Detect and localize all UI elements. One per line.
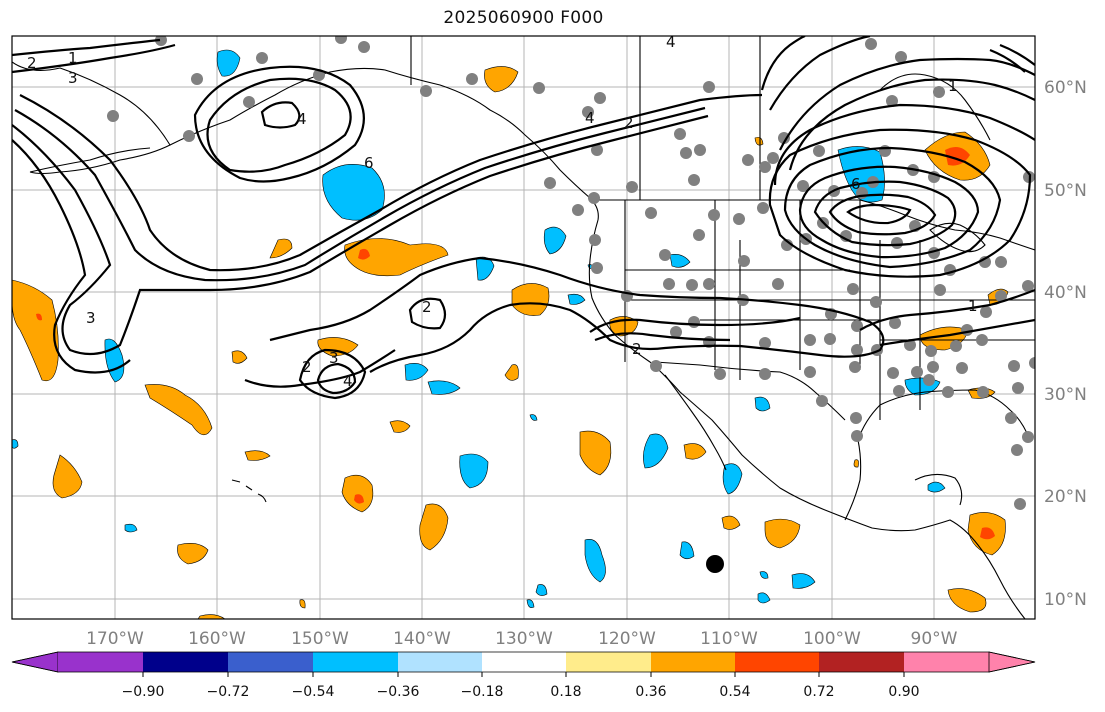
contour-label: 4 xyxy=(666,33,676,51)
colorbar-bin xyxy=(904,652,989,672)
colorbar-tick-label: −0.54 xyxy=(292,684,335,700)
lat-label: 10°N xyxy=(1044,590,1087,610)
colorbar-bin xyxy=(398,652,482,672)
colorbar: −0.90 −0.72 −0.54 −0.36 −0.18 0.18 0.36 … xyxy=(11,651,1036,700)
colorbar-bin xyxy=(482,652,566,672)
contour-label: 6 xyxy=(364,154,374,172)
colorbar-outline xyxy=(11,651,1036,673)
lon-label: 160°W xyxy=(188,629,246,649)
contour-label: 4 xyxy=(585,109,595,127)
latitude-labels: 60°N 50°N 40°N 30°N 20°N 10°N xyxy=(1044,78,1087,610)
lon-label: 150°W xyxy=(291,629,349,649)
lat-label: 50°N xyxy=(1044,181,1087,201)
lat-label: 40°N xyxy=(1044,283,1087,303)
lon-label: 90°W xyxy=(911,629,958,649)
contour-label: 2 xyxy=(632,340,642,358)
colorbar-tick-label: −0.90 xyxy=(122,684,165,700)
colorbar-tick-label: −0.36 xyxy=(377,684,420,700)
storm-marker xyxy=(706,555,724,573)
colorbar-bin xyxy=(651,652,735,672)
longitude-labels: 170°W 160°W 150°W 140°W 130°W 120°W 110°… xyxy=(86,629,958,649)
map-frame xyxy=(11,35,1036,620)
lon-label: 170°W xyxy=(86,629,144,649)
colorbar-high-extend xyxy=(988,651,1036,673)
contour-label: 3 xyxy=(68,69,78,87)
lon-label: 130°W xyxy=(495,629,553,649)
colorbar-bin xyxy=(313,652,398,672)
colorbar-tick-label: −0.18 xyxy=(461,684,504,700)
colorbar-low-extend xyxy=(11,651,59,673)
contour-label: 2 xyxy=(624,114,634,132)
colorbar-bin xyxy=(143,652,228,672)
height-contours xyxy=(12,36,1035,400)
colorbar-tick-label: 0.90 xyxy=(888,684,919,700)
contour-label: 2 xyxy=(302,358,312,376)
colorbar-bin xyxy=(819,652,904,672)
contour-label: 4 xyxy=(343,372,353,390)
lon-label: 120°W xyxy=(598,629,656,649)
lon-label: 100°W xyxy=(803,629,861,649)
colorbar-bin xyxy=(58,652,143,672)
anomaly-shading xyxy=(12,49,1009,619)
station-markers xyxy=(107,36,1035,510)
contour-label: 6 xyxy=(851,175,861,193)
contour-label: 1 xyxy=(68,49,78,67)
colorbar-tick-label: 0.18 xyxy=(550,684,581,700)
contour-label: 1 xyxy=(948,77,958,95)
lat-label: 20°N xyxy=(1044,487,1087,507)
contour-label: 1 xyxy=(968,297,978,315)
colorbar-tick-label: −0.72 xyxy=(207,684,250,700)
colorbar-bin xyxy=(735,652,819,672)
lat-label: 60°N xyxy=(1044,78,1087,98)
lat-lon-grid xyxy=(12,36,1035,619)
colorbar-bin xyxy=(228,652,313,672)
colorbar-tick-label: 0.36 xyxy=(635,684,666,700)
contour-label: 4 xyxy=(297,110,307,128)
lon-label: 140°W xyxy=(393,629,451,649)
map-title: 2025060900 F000 xyxy=(443,8,604,28)
contour-label: 2 xyxy=(422,298,432,316)
contour-labels: 1 2 3 4 6 2 2 3 4 1 2 4 6 4 1 2 3 xyxy=(27,33,978,390)
contour-label: 3 xyxy=(86,309,96,327)
colorbar-tick-label: 0.54 xyxy=(719,684,750,700)
colorbar-tick-label: 0.72 xyxy=(803,684,834,700)
colorbar-bin xyxy=(566,652,651,672)
lon-label: 110°W xyxy=(700,629,758,649)
contour-label: 3 xyxy=(329,349,339,367)
contour-label: 2 xyxy=(27,54,37,72)
lat-label: 30°N xyxy=(1044,385,1087,405)
